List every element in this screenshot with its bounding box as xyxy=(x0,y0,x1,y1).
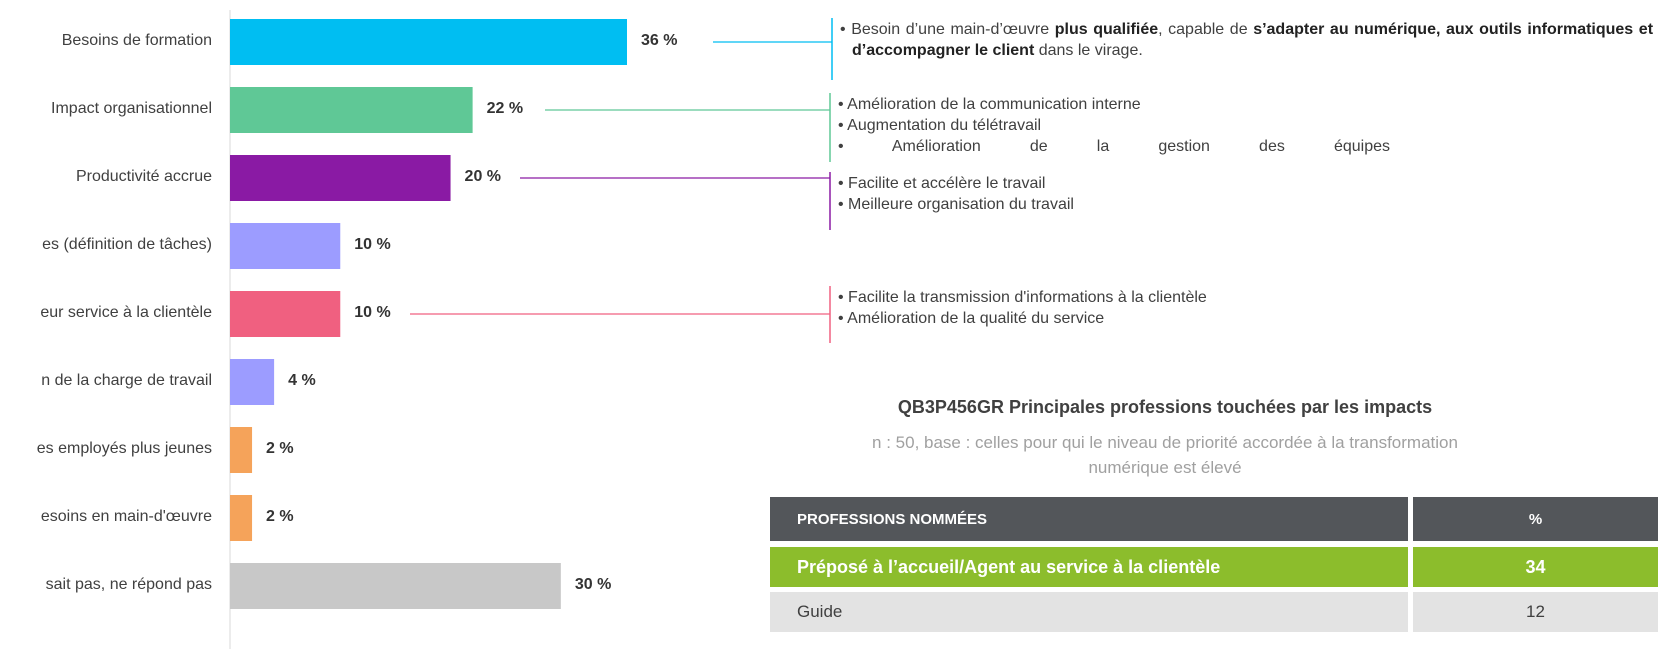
value-label: 10 % xyxy=(354,236,391,253)
category-label: Impact organisationnel xyxy=(51,100,212,117)
bar xyxy=(230,19,627,65)
annotation-text: Amélioration de la communication interne xyxy=(847,96,1141,113)
annotation: Besoin d’une main-d’œuvre plus qualifiée… xyxy=(838,19,1653,61)
bar xyxy=(230,155,451,201)
table-cell: PROFESSIONS NOMMÉES xyxy=(770,497,1408,541)
bar xyxy=(230,495,253,541)
annotation-item: Augmentation du télétravail xyxy=(836,115,1396,136)
bar xyxy=(230,359,275,405)
category-label: Besoins de formation xyxy=(61,32,212,49)
value-label: 2 % xyxy=(266,440,294,457)
value-label: 10 % xyxy=(354,304,391,321)
category-label: sait pas, ne répond pas xyxy=(45,576,212,593)
value-label: 36 % xyxy=(641,32,678,49)
annotation-text: plus qualifiée xyxy=(1054,21,1159,38)
annotation-item: Amélioration de la qualité du service xyxy=(836,308,1396,329)
annotation-text: s’adapter au numérique, aux outils infor… xyxy=(852,21,1654,59)
annotation: Facilite la transmission d'informations … xyxy=(836,287,1396,329)
annotation-text: Facilite et accélère le travail xyxy=(848,175,1046,192)
bar xyxy=(230,563,561,609)
bar xyxy=(230,427,253,473)
category-label: eur service à la clientèle xyxy=(40,304,212,321)
table-cell: % xyxy=(1413,497,1658,541)
value-label: 22 % xyxy=(486,100,524,117)
table-title: QB3P456GR Principales professions touché… xyxy=(897,397,1433,417)
table-cell: Préposé à l’accueil/Agent au service à l… xyxy=(770,547,1408,587)
table-cell: Guide xyxy=(770,592,1408,632)
annotation-text: Facilite la transmission d'informations … xyxy=(848,289,1207,306)
value-label: 20 % xyxy=(464,168,502,185)
category-label: Productivité accrue xyxy=(75,168,212,185)
value-label: 30 % xyxy=(574,576,612,593)
table-subtitle: n : 50, base : celles pour qui le niveau… xyxy=(872,433,1458,477)
annotation: Facilite et accélère le travail Meilleure… xyxy=(836,173,1396,215)
table-cell: 12 xyxy=(1413,592,1658,632)
annotation: Amélioration de la communication interne… xyxy=(836,94,1396,157)
annotation-item: Facilite la transmission d'informations … xyxy=(836,287,1396,308)
category-label: es employés plus jeunes xyxy=(36,440,212,457)
annotation-text: Besoin d’une main-d’œuvre xyxy=(851,21,1055,38)
bar xyxy=(230,223,341,269)
annotation-item: Meilleure organisation du travail xyxy=(836,194,1396,215)
annotation-item: Besoin d’une main-d’œuvre plus qualifiée… xyxy=(838,19,1653,61)
category-label: esoins en main-d'œuvre xyxy=(40,508,212,525)
value-label: 4 % xyxy=(288,372,316,389)
bar xyxy=(230,87,473,133)
category-label: es (définition de tâches) xyxy=(42,236,212,253)
table-cell: 34 xyxy=(1413,547,1658,587)
annotation-text: Meilleure organisation du travail xyxy=(848,196,1074,213)
annotation-item: Facilite et accélère le travail xyxy=(836,173,1396,194)
bar xyxy=(230,291,341,337)
value-label: 2 % xyxy=(266,508,294,525)
annotation-item: Amélioration de la communication interne xyxy=(836,94,1396,115)
annotation-text: Amélioration de la qualité du service xyxy=(847,310,1105,327)
annotation-item: Amélioration de la gestion des équipes xyxy=(836,136,1390,157)
annotation-text: Amélioration de la gestion des équipes xyxy=(891,138,1390,155)
annotation-text: , capable de xyxy=(1158,21,1254,38)
annotation-text: Augmentation du télétravail xyxy=(847,117,1042,134)
category-label: n de la charge de travail xyxy=(41,372,212,389)
annotation-text: dans le virage. xyxy=(1034,42,1143,59)
